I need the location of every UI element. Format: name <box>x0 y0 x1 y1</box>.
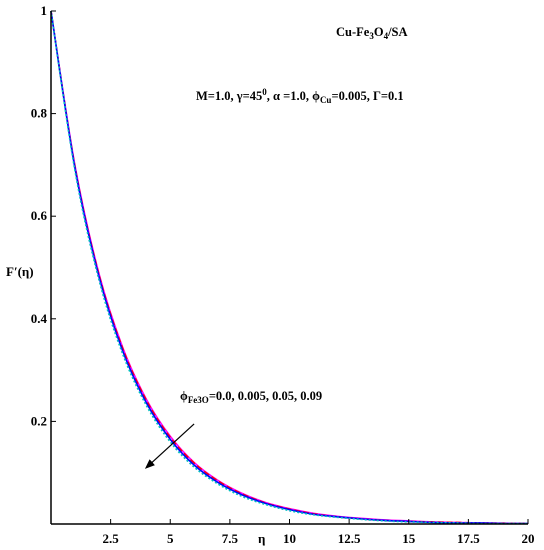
x-tick-label: 12.5 <box>338 531 361 546</box>
x-tick-label: 17.5 <box>457 531 480 546</box>
x-ticks: 2.5 5 7.5 10 12.5 15 17.5 20 <box>103 519 535 546</box>
y-tick-label: 0.6 <box>31 208 48 223</box>
series-line-2 <box>50 10 529 525</box>
y-ticks: 0.2 0.4 0.6 0.8 1 <box>31 3 56 428</box>
chart-annotation-title: Cu-Fe3O4/SA <box>336 25 408 41</box>
y-axis-label: F′(η) <box>6 264 34 279</box>
y-tick-label: 0.2 <box>31 413 47 428</box>
y-tick-label: 0.8 <box>31 106 48 121</box>
x-tick-label: 15 <box>402 531 416 546</box>
x-tick-label: 20 <box>522 531 535 546</box>
series-line-1 <box>50 10 529 525</box>
x-tick-label: 5 <box>167 531 174 546</box>
x-tick-label: 2.5 <box>103 531 120 546</box>
trend-arrow <box>144 423 195 469</box>
phi-annotation: ϕFe3O=0.0, 0.005, 0.05, 0.09 <box>180 389 322 405</box>
series-line-3 <box>50 10 529 525</box>
y-tick-label: 0.4 <box>31 311 48 326</box>
y-tick-label: 1 <box>41 3 48 18</box>
series-line-4 <box>50 10 528 525</box>
parameters-annotation: M=1.0, γ=450, α =1.0, ϕCu=0.005, Γ=0.1 <box>196 87 404 105</box>
x-axis-label: η <box>258 531 265 546</box>
x-tick-label: 10 <box>283 531 296 546</box>
curves-group <box>50 10 529 525</box>
x-tick-label: 7.5 <box>222 531 239 546</box>
